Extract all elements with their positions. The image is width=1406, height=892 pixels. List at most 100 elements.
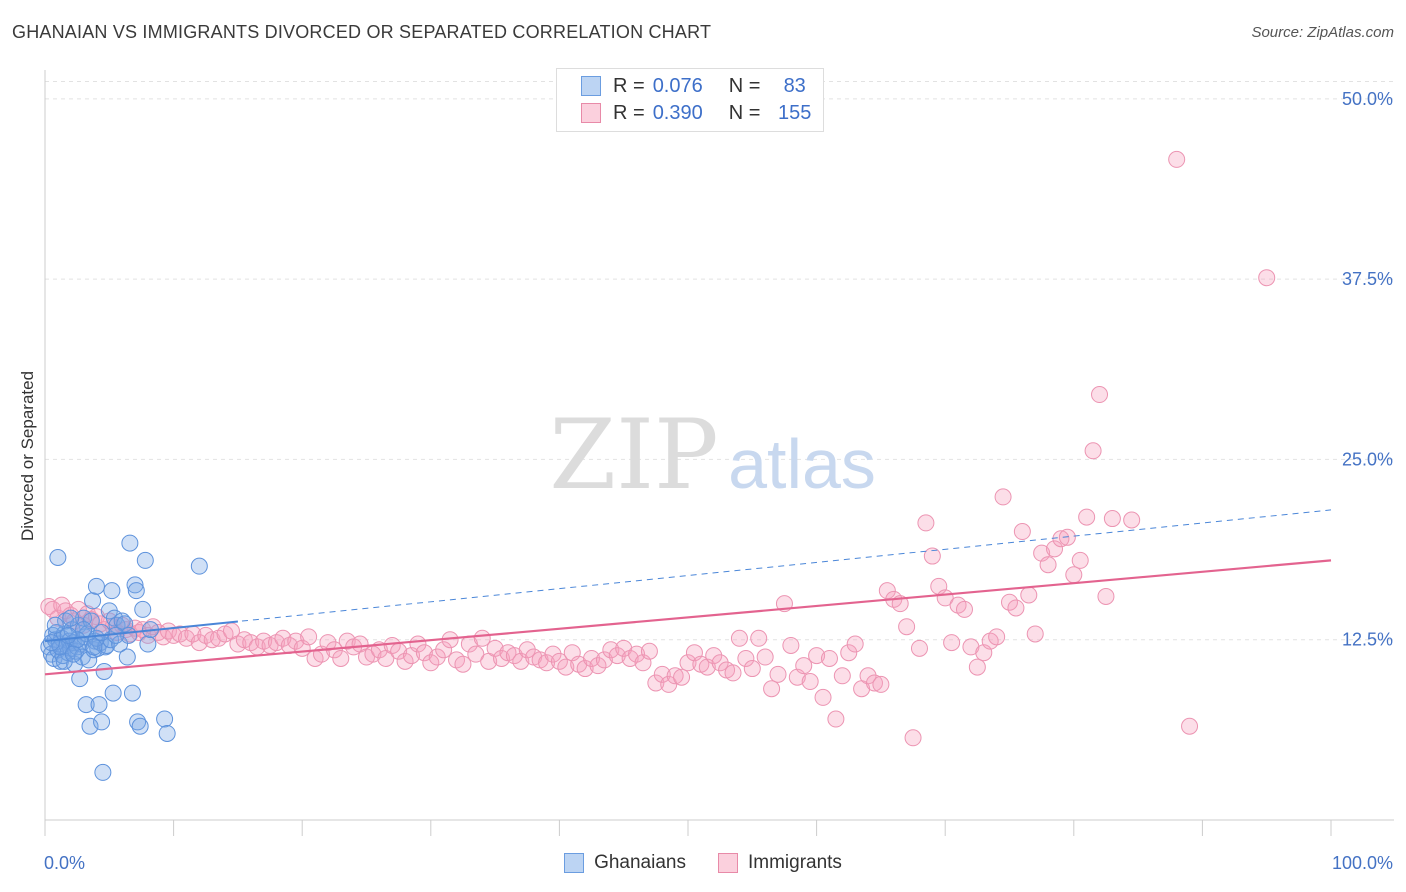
legend-row-immigrants: R = 0.390 N = 155 — [581, 101, 815, 125]
legend-n-label: N = — [728, 74, 761, 97]
immigrants-point — [1020, 586, 1038, 604]
ghanaians-point — [49, 549, 67, 566]
ghanaians-point — [127, 582, 145, 600]
ghanaians-point — [103, 582, 121, 600]
ghanaians-point — [134, 600, 152, 618]
immigrants-point — [319, 634, 337, 652]
immigrants-point — [428, 648, 446, 666]
y-tick-labels: 12.5% 25.0% 37.5% 50.0% — [1342, 89, 1393, 650]
immigrants-point — [820, 649, 838, 667]
ghanaians-point — [94, 763, 112, 781]
immigrants-point — [589, 657, 607, 675]
ghanaians-point — [68, 631, 86, 649]
immigrants-point — [840, 644, 858, 662]
immigrants-point — [1026, 625, 1044, 643]
immigrants-point — [1091, 386, 1109, 404]
ghanaians-point — [85, 638, 103, 656]
ghanaians-point — [93, 713, 111, 731]
grid-lines — [45, 81, 1394, 641]
ghanaians-point — [136, 551, 154, 569]
legend-n-value: 155 — [778, 101, 812, 124]
immigrants-point — [872, 675, 890, 693]
ghanaians-point — [42, 634, 60, 652]
legend-item-ghanaians[interactable]: Ghanaians — [564, 852, 686, 874]
y-tick-label: 37.5% — [1342, 269, 1393, 289]
immigrants-point — [795, 657, 813, 675]
immigrants-point — [763, 680, 781, 698]
immigrants-point — [1084, 442, 1102, 460]
immigrants-point — [943, 634, 961, 652]
immigrants-point — [396, 652, 414, 670]
legend-item-immigrants[interactable]: Immigrants — [717, 852, 842, 874]
immigrants-point — [808, 647, 826, 665]
ghanaians-point — [80, 651, 98, 669]
immigrants-point — [538, 654, 556, 672]
immigrants-swatch — [717, 853, 738, 873]
ghanaians-point — [190, 557, 208, 575]
immigrants-point — [518, 641, 536, 659]
immigrants-point — [653, 665, 671, 683]
ghanaians-label: Ghanaians — [594, 852, 686, 873]
ghanaians-point — [113, 612, 131, 630]
ghanaians-point — [71, 670, 89, 688]
ghanaians-point — [158, 724, 176, 742]
immigrants-point — [737, 649, 755, 667]
immigrants-point — [1007, 599, 1025, 617]
immigrants-point — [988, 628, 1006, 646]
immigrants-point — [1123, 511, 1141, 529]
immigrants-point — [898, 618, 916, 636]
source-label: Source: ZipAtlas.com — [1251, 24, 1394, 41]
y-axis-label: Divorced or Separated — [18, 370, 37, 542]
immigrants-point — [910, 639, 928, 657]
immigrants-point — [1013, 523, 1031, 541]
immigrants-point — [743, 660, 761, 678]
immigrants-point — [486, 639, 504, 657]
immigrants-point — [917, 514, 935, 532]
immigrants-point — [583, 649, 601, 667]
immigrants-point — [711, 654, 729, 672]
immigrants-point — [628, 645, 646, 663]
immigrants-point — [190, 634, 208, 652]
immigrants-point — [673, 668, 691, 686]
immigrants-point — [415, 644, 433, 662]
ghanaians-point — [121, 534, 139, 552]
immigrants-point — [332, 649, 350, 667]
immigrants-point — [679, 654, 697, 672]
watermark-zip: ZIP — [549, 399, 718, 511]
immigrants-point — [608, 647, 626, 665]
immigrants-point — [454, 655, 472, 673]
watermark: ZIP atlas — [549, 399, 876, 511]
y-tick-label: 25.0% — [1342, 449, 1393, 469]
immigrants-points — [40, 150, 1276, 747]
immigrants-point — [769, 665, 787, 683]
immigrants-point — [968, 658, 986, 676]
ghanaians-point — [90, 696, 108, 714]
immigrants-point — [801, 673, 819, 691]
ghanaians-trend-solid — [44, 620, 239, 643]
ghanaians-point — [46, 616, 64, 634]
legend-r-label: R = — [613, 101, 645, 124]
x-tick-label: 0.0% — [44, 853, 85, 873]
series-legend: Ghanaians Immigrants — [0, 852, 1406, 874]
immigrants-point — [435, 641, 453, 659]
ghanaians-point — [126, 576, 144, 594]
immigrants-point — [846, 635, 864, 653]
immigrants-point — [756, 648, 774, 666]
immigrants-point — [994, 488, 1012, 506]
ghanaians-point — [62, 609, 80, 627]
immigrants-point — [493, 649, 511, 667]
legend-r-value: 0.076 — [652, 74, 703, 97]
legend-n-label: N = — [728, 101, 761, 124]
legend-row-ghanaians: R = 0.076 N = 83 — [581, 74, 815, 98]
immigrants-point — [647, 674, 665, 692]
immigrants-point — [705, 647, 723, 665]
immigrants-point — [576, 660, 594, 678]
legend-n-value: 83 — [783, 74, 806, 97]
immigrants-point — [1097, 587, 1115, 605]
immigrants-trend-line — [44, 559, 1332, 676]
immigrants-point — [730, 629, 748, 647]
legend-swatch-pink — [581, 103, 601, 123]
immigrants-point — [750, 629, 768, 647]
immigrants-point — [1065, 566, 1083, 584]
immigrants-point — [865, 674, 883, 692]
